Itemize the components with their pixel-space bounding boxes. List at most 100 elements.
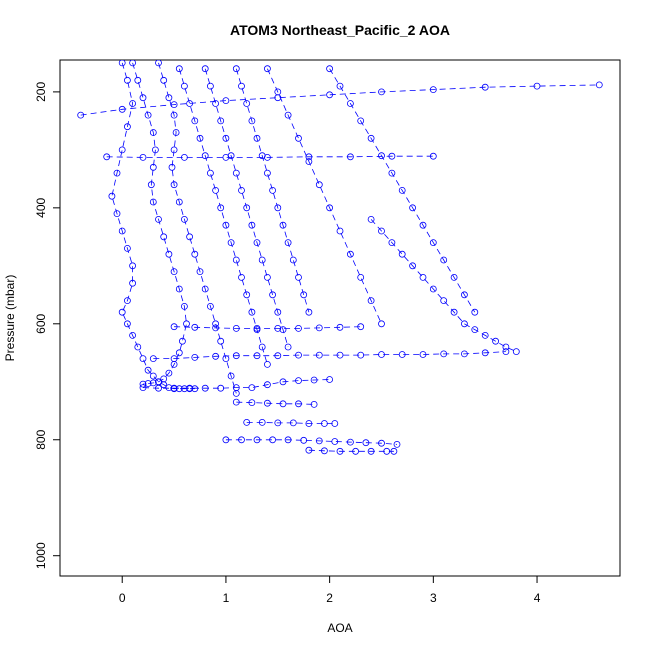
data-point: [362, 439, 370, 447]
series-line: [235, 68, 310, 313]
data-point: [227, 239, 235, 247]
data-point: [180, 82, 188, 90]
data-point: [175, 65, 183, 73]
data-point: [331, 438, 339, 445]
series-line: [174, 326, 361, 329]
data-point: [315, 351, 323, 359]
data-point: [315, 181, 323, 189]
data-point: [196, 268, 204, 276]
series-11: [149, 348, 510, 363]
data-point: [180, 302, 188, 310]
data-point: [129, 279, 137, 287]
data-point: [243, 291, 251, 299]
data-point: [206, 169, 214, 177]
data-point: [440, 256, 448, 264]
data-point: [284, 239, 292, 247]
data-point: [196, 134, 204, 142]
data-point: [429, 86, 437, 93]
data-point: [279, 326, 287, 334]
data-point: [248, 399, 256, 407]
series-2: [155, 60, 240, 397]
data-point: [170, 268, 178, 276]
data-point: [222, 355, 230, 363]
data-point: [118, 308, 126, 316]
data-point: [134, 76, 142, 84]
data-point: [129, 100, 137, 107]
data-point: [175, 285, 183, 293]
y-tick-label: 600: [34, 313, 48, 333]
data-point: [390, 447, 398, 455]
data-point: [186, 233, 194, 241]
data-point: [336, 447, 344, 455]
data-point: [419, 273, 427, 281]
data-point: [481, 83, 489, 91]
data-point: [238, 82, 245, 90]
data-point: [124, 123, 131, 131]
data-point: [450, 273, 458, 281]
y-tick-label: 1000: [34, 542, 48, 569]
data-point: [393, 440, 401, 448]
data-series-layer: [77, 60, 603, 455]
data-point: [460, 291, 468, 299]
data-point: [274, 308, 282, 316]
data-point: [212, 320, 220, 328]
data-point: [238, 273, 245, 281]
data-point: [124, 76, 131, 84]
data-point: [346, 100, 354, 107]
x-axis-label: AOA: [327, 621, 352, 635]
data-point: [398, 186, 406, 194]
data-point: [160, 76, 168, 84]
data-point: [165, 384, 173, 392]
data-point: [315, 324, 323, 332]
series-line: [329, 68, 476, 313]
data-point: [284, 111, 292, 119]
data-point: [201, 152, 209, 160]
data-point: [289, 256, 297, 264]
data-point: [336, 351, 344, 359]
data-point: [279, 400, 287, 408]
data-point: [170, 111, 178, 119]
data-point: [279, 378, 287, 386]
data-point: [320, 447, 328, 455]
data-point: [149, 129, 157, 136]
data-point: [315, 437, 323, 445]
data-point: [284, 343, 292, 351]
data-point: [151, 146, 159, 154]
data-point: [201, 65, 209, 73]
data-point: [103, 153, 111, 161]
data-point: [595, 81, 603, 89]
data-point: [460, 350, 468, 358]
data-point: [367, 134, 375, 142]
data-point: [378, 320, 385, 328]
data-point: [409, 204, 417, 212]
data-point: [206, 302, 214, 310]
data-point: [388, 169, 396, 177]
data-point: [232, 352, 240, 360]
data-point: [295, 400, 302, 408]
data-point: [118, 105, 126, 113]
data-point: [279, 221, 287, 229]
x-tick-label: 0: [119, 591, 126, 605]
x-tick-label: 3: [430, 591, 437, 605]
data-point: [460, 320, 468, 328]
data-point: [378, 88, 385, 96]
series-1: [129, 60, 190, 388]
data-point: [300, 436, 308, 444]
data-point: [419, 351, 427, 358]
data-point: [305, 420, 313, 427]
data-point: [419, 221, 427, 229]
data-point: [232, 169, 240, 177]
data-point: [172, 129, 180, 136]
series-line: [178, 68, 268, 365]
data-point: [300, 291, 308, 299]
series-3: [175, 65, 271, 368]
data-point: [212, 352, 220, 360]
data-point: [124, 320, 131, 328]
data-point: [263, 399, 271, 407]
data-point: [232, 256, 240, 264]
data-point: [253, 134, 261, 142]
data-point: [160, 375, 168, 383]
data-point: [336, 227, 344, 235]
data-point: [232, 398, 240, 406]
data-point: [129, 331, 137, 339]
